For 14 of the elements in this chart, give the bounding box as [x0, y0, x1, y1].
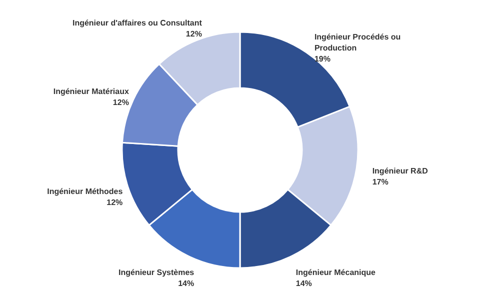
slice-label: Ingénieur Méthodes	[47, 187, 124, 196]
data-label: 14%	[296, 279, 312, 288]
slice-label: Ingénieur R&D	[372, 166, 428, 176]
data-label: 14%	[178, 279, 194, 288]
data-label: 12%	[106, 198, 123, 208]
slice-label: Ingénieur Mécanique	[296, 268, 376, 278]
slice-label: Ingénieur Procédés ou Production	[314, 32, 401, 53]
slice-label: Ingénieur Matériaux	[53, 87, 130, 96]
data-label: 12%	[112, 98, 129, 108]
slice-label: Ingénieur Systèmes	[118, 268, 195, 278]
data-label: 12%	[186, 30, 202, 39]
data-label: 17%	[372, 177, 388, 186]
data-label: 19%	[314, 54, 330, 64]
slice-label: Ingénieur d'affaires ou Consultant	[72, 18, 202, 28]
